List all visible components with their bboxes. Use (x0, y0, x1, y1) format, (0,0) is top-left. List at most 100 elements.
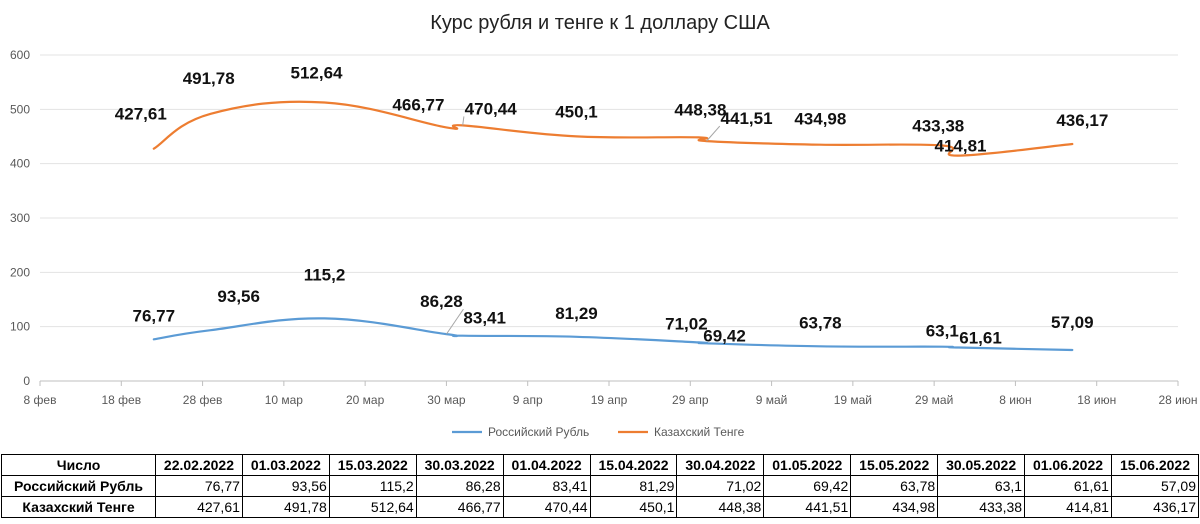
x-tick-label: 9 апр (513, 393, 543, 407)
chart-title: Курс рубля и тенге к 1 доллару США (430, 12, 770, 34)
table-date-header: 30.05.2022 (937, 454, 1026, 476)
table-date-header: 30.04.2022 (676, 454, 765, 476)
data-label: 512,64 (291, 63, 344, 82)
table-cell: 76,77 (155, 475, 243, 497)
table-row: Российский Рубль 76,77 93,56 115,2 86,28 83,4… (1, 475, 1200, 497)
data-label: 81,29 (555, 304, 598, 323)
x-tick-label: 9 май (756, 393, 788, 407)
table-cell: 436,17 (1110, 496, 1200, 518)
data-label: 86,28 (420, 292, 463, 311)
x-tick-label: 20 мар (346, 393, 385, 407)
table-date-header: 15.05.2022 (850, 454, 939, 476)
table-date-header: 01.06.2022 (1024, 454, 1112, 476)
table-date-header: 30.03.2022 (415, 454, 504, 476)
table-row-label: Казахский Тенге (1, 496, 156, 518)
line-chart: Курс рубля и тенге к 1 доллару США 0 100 2… (10, 12, 1198, 439)
table-cell: 61,61 (1024, 475, 1112, 497)
data-label: 115,2 (304, 265, 346, 284)
y-tick-label: 600 (10, 48, 30, 62)
table-cell: 491,78 (241, 496, 330, 518)
data-label: 69,42 (703, 326, 746, 345)
x-tick-label: 29 май (915, 393, 953, 407)
x-tick-label: 18 фев (101, 393, 141, 407)
table-cell: 470,44 (502, 496, 591, 518)
table-header-row: Число 22.02.2022 01.03.2022 15.03.2022 30.0… (1, 454, 1200, 476)
data-label: 427,61 (115, 105, 167, 124)
label-leader-line (706, 125, 721, 142)
table-cell: 441,51 (763, 496, 852, 518)
x-tick-label: 28 фев (183, 393, 223, 407)
data-table: Число 22.02.2022 01.03.2022 15.03.2022 30.0… (1, 454, 1200, 518)
data-table-container: Число 22.02.2022 01.03.2022 15.03.2022 30.0… (0, 454, 1200, 518)
x-tick-label: 29 апр (672, 393, 709, 407)
table-cell: 433,38 (937, 496, 1026, 518)
table-date-header: 01.03.2022 (241, 454, 330, 476)
series-lines (152, 100, 1074, 352)
series-line-1 (152, 317, 1074, 352)
table-date-header: 15.04.2022 (589, 454, 678, 476)
data-label: 433,38 (912, 117, 964, 136)
data-label: 57,09 (1051, 313, 1094, 332)
x-tick-label: 19 апр (591, 393, 628, 407)
data-label: 441,51 (721, 109, 773, 128)
table-cell: 427,61 (155, 496, 243, 518)
x-tick-label: 10 мар (265, 393, 304, 407)
y-tick-label: 500 (10, 102, 30, 116)
table-corner-header: Число (1, 454, 156, 476)
table-date-header: 01.04.2022 (502, 454, 591, 476)
data-label: 450,1 (555, 102, 598, 121)
table-cell: 450,1 (589, 496, 678, 518)
legend: Российский Рубль Казахский Тенге (452, 425, 745, 439)
data-label: 436,17 (1056, 111, 1108, 130)
data-label: 76,77 (133, 306, 176, 325)
table-cell: 63,78 (850, 475, 939, 497)
x-tick-label: 28 июн (1158, 393, 1197, 407)
x-tick-label: 8 фев (24, 393, 57, 407)
label-leader-line (462, 116, 465, 126)
table-cell: 93,56 (241, 475, 330, 497)
data-label: 93,56 (217, 287, 260, 306)
data-label: 448,38 (674, 100, 726, 119)
table-row: Казахский Тенге 427,61 491,78 512,64 466,77 4… (1, 496, 1200, 518)
x-tick-label: 30 мар (427, 393, 466, 407)
gridlines (40, 54, 1178, 382)
table-cell: 466,77 (415, 496, 504, 518)
table-cell: 115,2 (328, 475, 417, 497)
table-cell: 83,41 (502, 475, 591, 497)
y-tick-label: 300 (10, 211, 30, 225)
table-cell: 69,42 (763, 475, 852, 497)
x-tick-label: 8 июн (999, 393, 1031, 407)
data-label: 63,1 (926, 322, 959, 341)
table-cell: 86,28 (415, 475, 504, 497)
data-label: 434,98 (794, 110, 846, 129)
series-line-2 (152, 100, 1074, 157)
legend-label-1: Российский Рубль (488, 425, 589, 439)
table-date-header: 15.06.2022 (1110, 454, 1200, 476)
table-cell: 434,98 (850, 496, 939, 518)
table-date-header: 22.02.2022 (155, 454, 243, 476)
data-label: 63,78 (799, 313, 842, 332)
data-label: 61,61 (959, 329, 1002, 348)
data-label: 71,02 (665, 314, 708, 333)
y-tick-label: 0 (23, 374, 30, 388)
y-tick-label: 400 (10, 157, 30, 171)
y-tick-label: 200 (10, 265, 30, 279)
table-cell: 512,64 (328, 496, 417, 518)
data-label: 466,77 (392, 95, 444, 114)
table-cell: 414,81 (1024, 496, 1112, 518)
data-label: 470,44 (465, 99, 518, 118)
label-leader-line (446, 308, 464, 335)
x-tick-label: 18 июн (1077, 393, 1116, 407)
table-cell: 63,1 (937, 475, 1026, 497)
axes: 0 100 200 300 400 500 600 8 фев 18 фев 28 фев 10 м… (10, 48, 1198, 407)
x-tick-label: 19 май (834, 393, 872, 407)
table-row-label: Российский Рубль (1, 475, 156, 497)
table-cell: 448,38 (676, 496, 765, 518)
table-cell: 57,09 (1110, 475, 1200, 497)
table-cell: 71,02 (676, 475, 765, 497)
y-tick-label: 100 (10, 320, 30, 334)
data-label: 83,41 (463, 309, 506, 328)
table-date-header: 01.05.2022 (763, 454, 852, 476)
legend-label-2: Казахский Тенге (654, 425, 745, 439)
